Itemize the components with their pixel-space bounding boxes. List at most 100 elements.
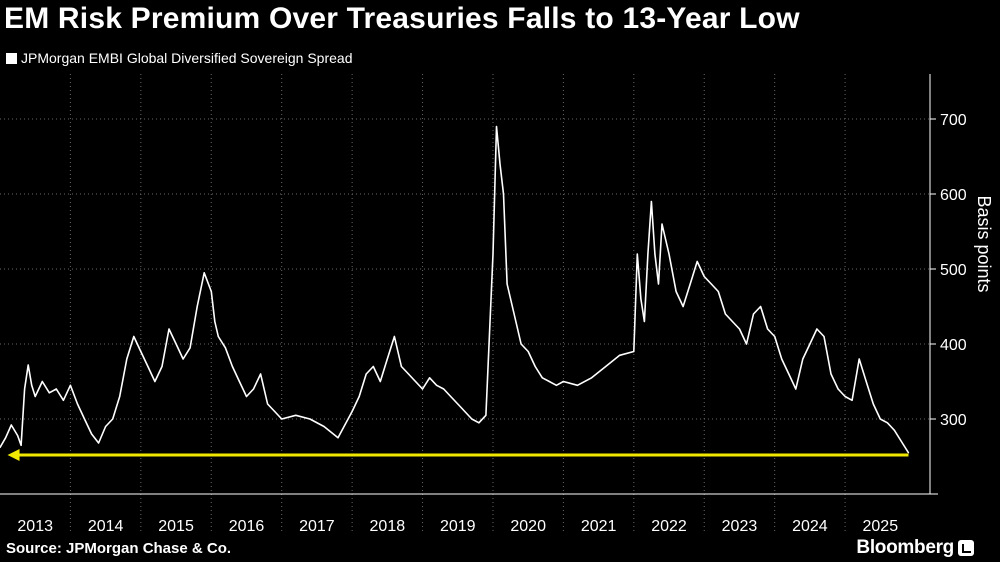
data-point [781,358,783,360]
data-point [548,380,550,383]
data-point [605,365,607,368]
data-point [126,358,128,360]
data-point [636,253,638,255]
data-point [520,343,522,345]
x-tick-label: 2017 [299,518,335,535]
data-point [450,395,452,398]
data-point [510,298,512,300]
data-point [203,272,205,274]
data-point [91,433,93,435]
data-point [499,163,501,165]
data-point [105,425,107,428]
data-point [809,343,811,345]
data-point [436,384,438,386]
data-point [657,283,660,285]
data-point [267,403,269,405]
data-point [189,347,191,349]
data-point [217,335,219,338]
x-tick-label: 2024 [792,518,828,535]
data-point [485,414,487,416]
data-point [851,399,853,401]
y-tick-label: 600 [940,187,967,204]
data-point [379,380,381,383]
y-tick-label: 300 [940,412,967,429]
data-point [555,384,558,386]
data-point [668,253,670,255]
data-point [633,350,635,353]
data-point [643,320,646,323]
data-point [429,377,431,379]
x-tick-label: 2025 [863,518,899,535]
data-point [224,347,226,349]
data-point [76,403,79,405]
data-point [907,452,910,454]
data-point [133,335,135,338]
data-point [802,358,804,360]
data-point [752,313,755,315]
source-note: Source: JPMorgan Chase & Co. [6,540,232,557]
data-point [457,403,459,405]
data-point [576,384,579,386]
data-point [795,388,797,390]
x-tick-label: 2014 [88,518,124,535]
x-tick-label: 2023 [722,518,758,535]
data-point [182,358,184,360]
data-point [10,424,12,426]
data-point [619,354,621,356]
data-point [34,395,36,398]
data-point [654,253,656,255]
data-point [767,328,769,330]
data-point [534,365,536,368]
data-point [562,380,565,383]
y-axis-label: Basis points [974,195,994,292]
data-point [731,320,734,323]
data-point [196,305,198,308]
x-tick-label: 2013 [17,518,53,535]
data-point [147,365,149,368]
data-point [231,365,233,368]
data-point [309,418,311,420]
data-point [745,343,748,345]
data-point [20,444,22,446]
data-point [175,343,177,345]
data-point [661,223,663,225]
data-point [872,403,874,405]
data-point [541,377,543,379]
x-tick-label: 2015 [158,518,194,535]
data-point [717,290,719,293]
data-point [865,380,867,383]
data-point [517,328,519,330]
data-point [27,364,29,366]
data-point [647,253,649,255]
data-point [245,395,248,398]
data-point [400,365,402,368]
data-point [710,283,712,285]
data-point [31,384,33,386]
data-point [703,275,705,278]
data-point [738,328,741,330]
data-point [252,388,255,390]
data-point [140,350,142,353]
x-tick-label: 2016 [229,518,265,535]
legend-swatch [6,52,17,64]
data-point [17,434,19,437]
data-point [210,290,212,293]
data-point [650,200,653,203]
series-line [0,125,910,454]
data-point [281,418,283,420]
data-point [492,253,494,255]
x-tick-label: 2022 [651,518,687,535]
data-point [351,410,353,413]
data-point [393,335,395,338]
data-point [844,395,846,398]
data-point [62,399,64,401]
data-point [260,373,262,375]
data-point [0,446,1,449]
data-point [214,320,216,323]
data-point [83,418,86,420]
data-point [471,418,473,420]
data-point [365,373,367,375]
data-point [421,388,424,390]
data-point [478,422,480,424]
line-chart: 2013 2014 2015 2016 2017 2018 2019 2020 2021 2022… [0,74,994,535]
